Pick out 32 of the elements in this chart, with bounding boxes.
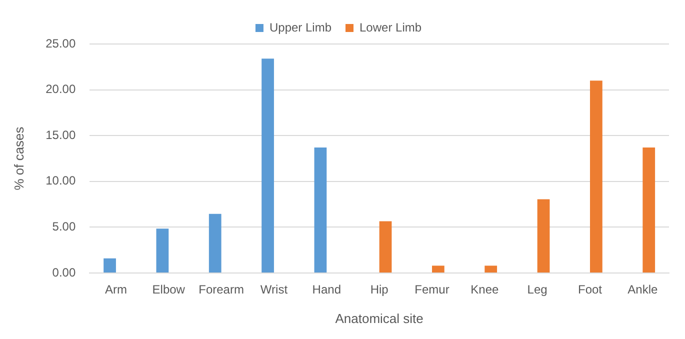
x-tick-label: Wrist [260, 282, 288, 297]
x-tick-label: Elbow [152, 282, 186, 297]
y-axis-title: % of cases [11, 126, 26, 190]
y-tick-label: 15.00 [46, 128, 76, 142]
x-tick-label: Arm [104, 282, 127, 297]
bar [642, 148, 656, 272]
bar [432, 266, 444, 272]
bar [104, 258, 116, 272]
bar [537, 199, 550, 272]
bar [314, 148, 327, 272]
x-axis-title: Anatomical site [335, 310, 424, 326]
x-tick-label: Hand [312, 282, 341, 297]
bar [262, 58, 274, 272]
bar [379, 221, 392, 272]
y-tick-label: 5.00 [52, 220, 76, 234]
x-tick-label: Femur [414, 282, 450, 297]
x-tick-label: Ankle [628, 282, 658, 297]
legend-label: Lower Limb [360, 20, 422, 34]
y-tick-label: 10.00 [46, 174, 76, 188]
x-tick-label: Hip [370, 282, 389, 297]
y-tick-label: 25.00 [46, 36, 76, 50]
x-tick-label: Knee [470, 282, 499, 297]
x-tick-label: Forearm [198, 282, 244, 297]
bar [484, 266, 498, 272]
bar [208, 214, 222, 272]
x-tick-label: Foot [578, 282, 603, 297]
y-tick-label: 0.00 [52, 265, 76, 280]
bar [590, 80, 602, 272]
bar [156, 228, 169, 272]
legend-label: Upper Limb [269, 20, 332, 34]
x-tick-label: Leg [527, 282, 548, 297]
y-tick-label: 20.00 [46, 82, 76, 96]
